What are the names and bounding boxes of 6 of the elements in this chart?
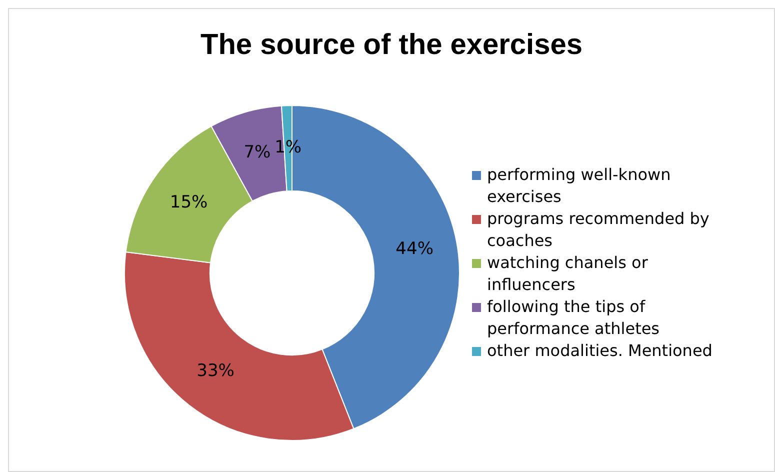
data-label: 7%: [244, 142, 271, 163]
data-label: 33%: [196, 361, 234, 382]
legend-label: other modalities. Mentioned: [487, 340, 714, 362]
chart-title: The source of the exercises: [200, 29, 584, 62]
data-label: 15%: [170, 192, 208, 212]
data-label: 44%: [396, 239, 434, 260]
